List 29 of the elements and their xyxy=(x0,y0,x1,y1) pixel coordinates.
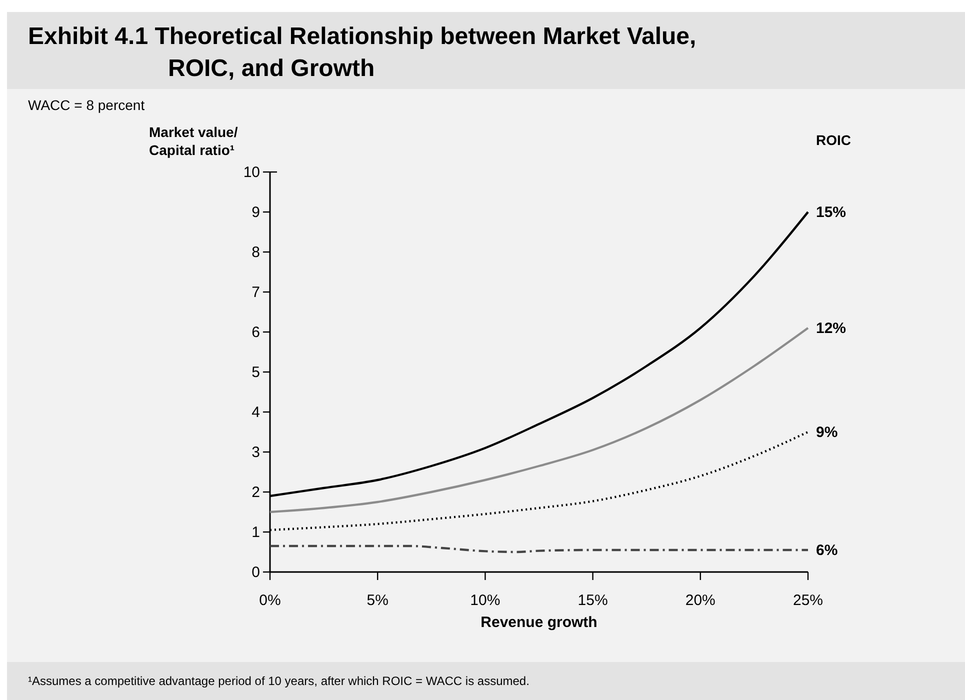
x-axis-title: Revenue growth xyxy=(480,614,598,631)
x-tick-label: 15% xyxy=(578,592,608,609)
line-series xyxy=(268,326,810,514)
y-tick-label: 2 xyxy=(252,484,260,501)
x-tick-label: 20% xyxy=(685,592,716,609)
y-tick-label: 3 xyxy=(252,444,260,461)
text: ¹Assumes a competitive advantage period of 10 years, after which ROIC = WACC is assumed. xyxy=(28,674,530,688)
y-tick-label: 0 xyxy=(252,564,260,581)
x-tick-label: 0% xyxy=(259,592,281,609)
y-tick-label: 6 xyxy=(252,324,260,341)
y-tick-label: 7 xyxy=(252,284,260,301)
x-tick-label: 25% xyxy=(792,592,824,609)
y-tick-label: 9 xyxy=(252,204,260,221)
series-label: 12% xyxy=(816,320,846,337)
y-tick-label: 10 xyxy=(243,164,260,181)
y-tick-label: 5 xyxy=(252,364,260,381)
series-label: 9% xyxy=(816,424,838,441)
y-tick-label: 1 xyxy=(252,524,260,541)
y-tick-label: 8 xyxy=(252,244,260,261)
text: WACC = 8 percent xyxy=(28,97,145,113)
legend-title: ROIC xyxy=(816,132,851,148)
chart-title: Exhibit 4.1 Theoretical Relationship between Market Value, ROIC, and Growth xyxy=(28,23,696,82)
x-tick-label: 10% xyxy=(470,592,500,609)
y-axis-title: Market value/ Capital ratio¹ xyxy=(149,124,238,158)
y-tick-label: 4 xyxy=(252,404,260,421)
x-tick-label: 5% xyxy=(366,592,388,609)
series-label: 15% xyxy=(816,204,846,221)
series-label: 6% xyxy=(816,542,838,559)
line-series xyxy=(268,544,810,554)
